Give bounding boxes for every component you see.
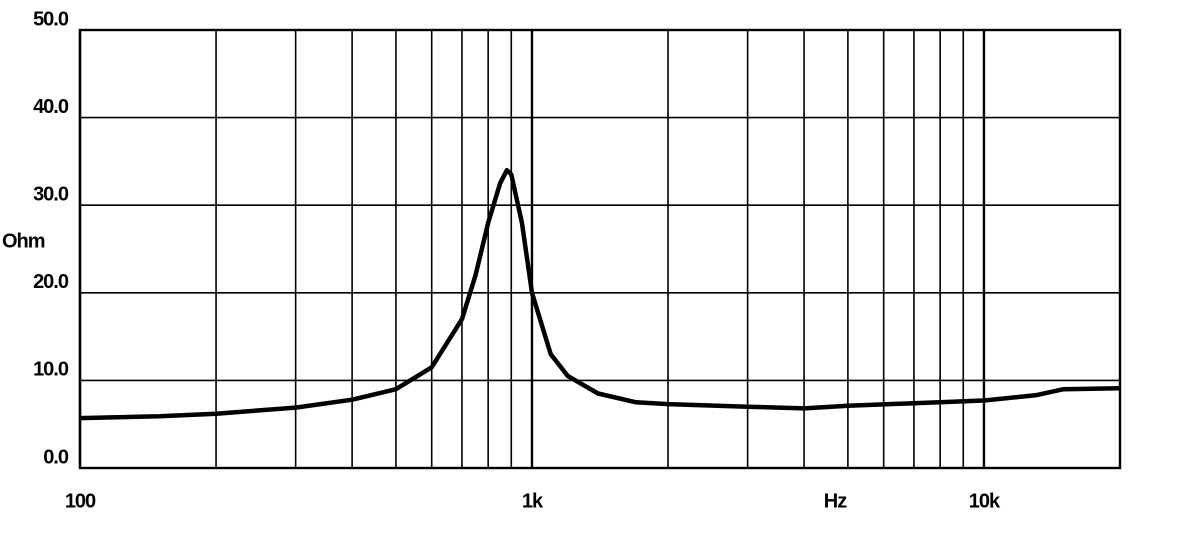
- y-tick-label: 20.0: [33, 271, 69, 293]
- x-axis-label: Hz: [824, 490, 847, 512]
- y-axis-label: Ohm: [2, 230, 45, 252]
- y-tick-label: 10.0: [33, 359, 69, 381]
- impedance-curve: [79, 167, 1121, 421]
- x-tick-label: 1k: [522, 490, 544, 512]
- y-tick-label: 0.0: [43, 446, 69, 468]
- y-tick-label: 50.0: [33, 8, 69, 30]
- x-tick-label: 10k: [969, 490, 1001, 512]
- y-tick-label: 30.0: [33, 183, 69, 205]
- y-tick-label: 40.0: [33, 96, 69, 118]
- x-tick-label: 100: [65, 490, 96, 512]
